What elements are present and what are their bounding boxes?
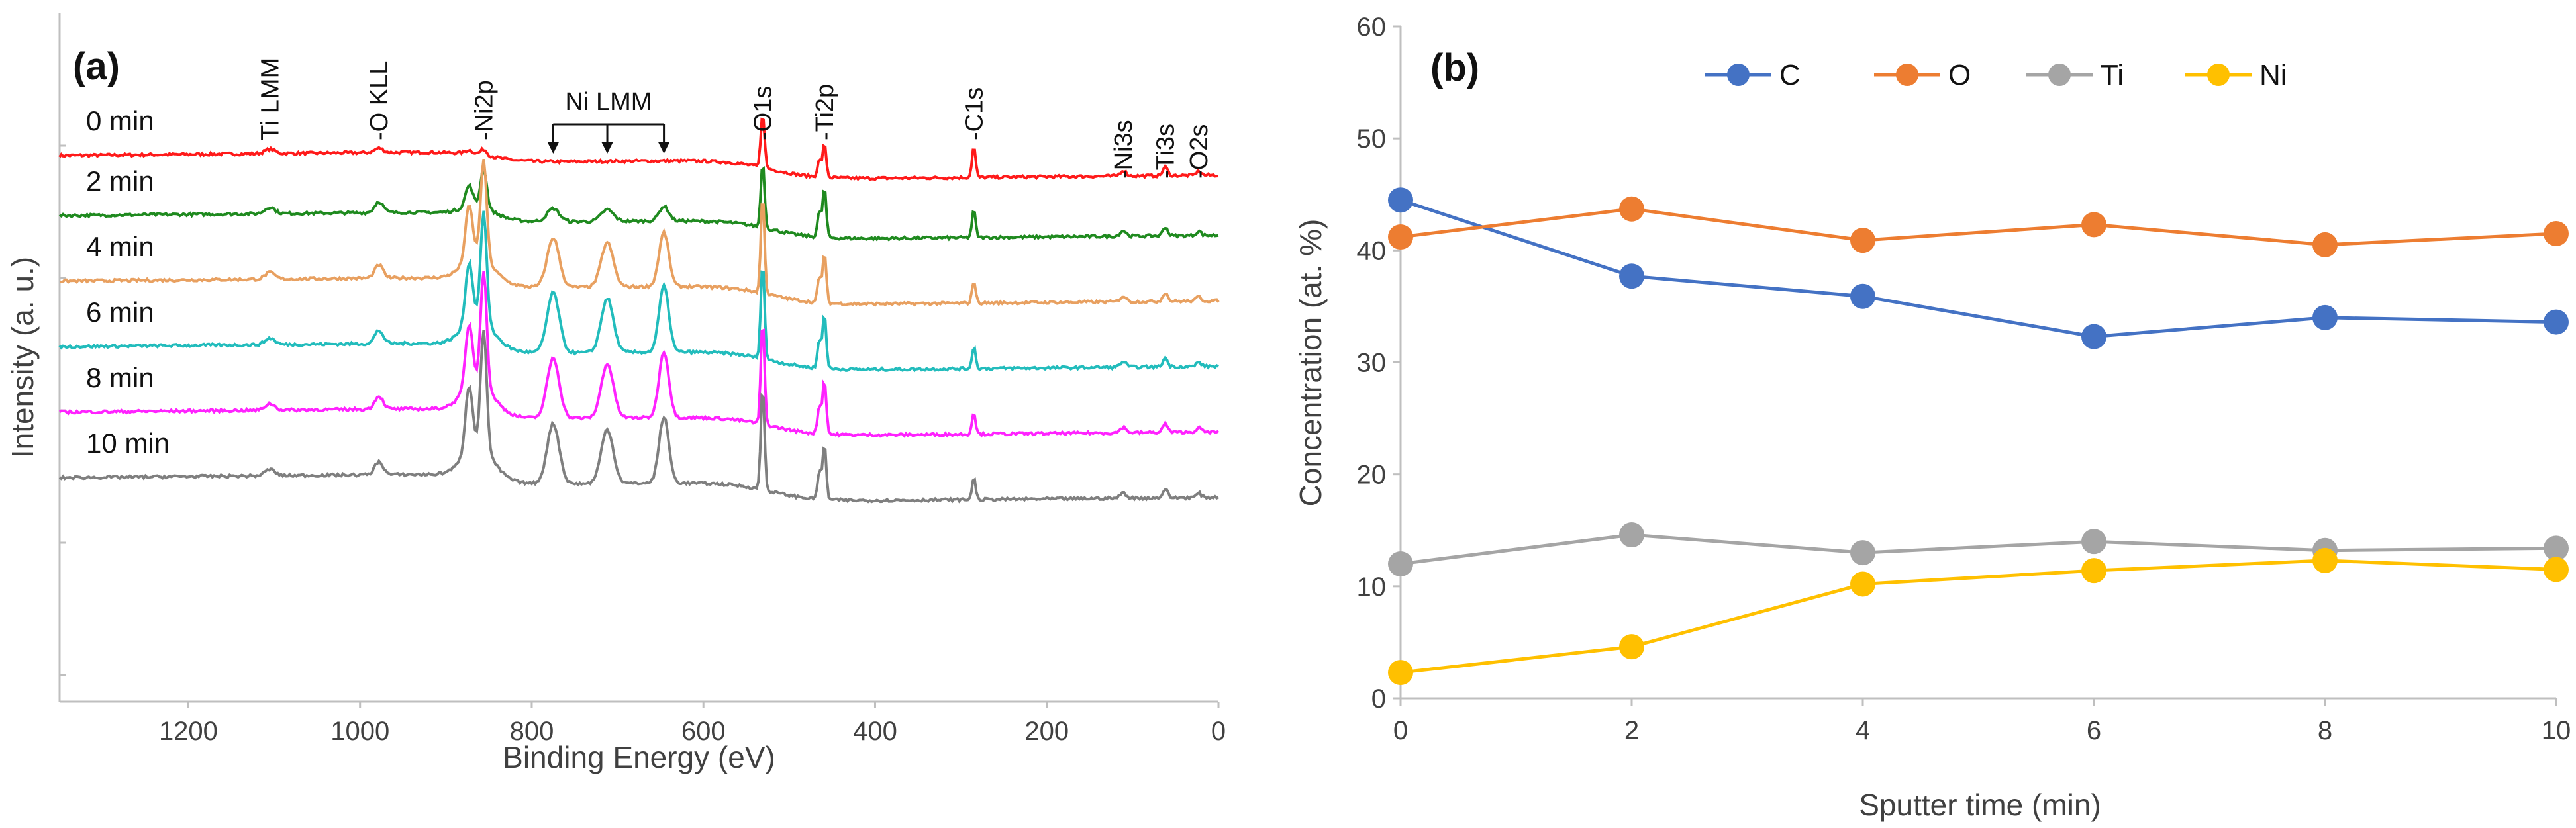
peak-annotation: -Ti3s [1152, 124, 1180, 179]
data-point-ti [2081, 529, 2106, 555]
panel-b-legend: C O Ti Ni [1705, 59, 2287, 91]
panel-a-x-tick-label: 1200 [159, 717, 218, 746]
panel-a-peak-annotations: Ti LMM -O KLL -Ni2p -O1s -Ti2p -C1s -Ni3s -Ti3s… [257, 58, 1214, 179]
panel-a-x-tick-label: 400 [853, 717, 897, 746]
peak-annotation: -O1s [750, 86, 777, 140]
data-point-ti [1619, 522, 1644, 548]
ni-lmm-arrow-head [601, 142, 614, 154]
panel-b-x-tick-label: 10 [2542, 716, 2571, 745]
data-point-o [2312, 232, 2338, 257]
xps-trace [58, 165, 1219, 242]
data-point-o [2544, 220, 2569, 246]
legend-label-ni: Ni [2259, 59, 2287, 91]
ni-lmm-label: Ni LMM [566, 88, 652, 116]
panel-a-x-tick-label: 200 [1024, 717, 1069, 746]
panel-b-x-tick-label: 8 [2318, 716, 2332, 745]
peak-annotation: -C1s [961, 87, 989, 140]
panel-b-x-tick-label: 4 [1856, 716, 1870, 745]
data-point-c [2544, 309, 2569, 335]
legend-label-ti: Ti [2101, 59, 2124, 91]
ni-lmm-arrow-head [547, 142, 560, 154]
legend-marker-c [1727, 64, 1750, 86]
trace-label: 0 min [86, 105, 154, 136]
trace-label: 10 min [86, 428, 170, 459]
data-point-c [1619, 263, 1644, 289]
peak-annotation: -Ni2p [470, 80, 498, 140]
data-point-ni [1619, 634, 1644, 660]
peak-annotation: -Ti2p [811, 84, 839, 140]
panel-a-label: (a) [73, 45, 120, 88]
panel-b-y-tick-label: 40 [1357, 236, 1387, 265]
panel-a-x-ticks: 1200 1000 800 600 400 200 0 [159, 702, 1226, 746]
panel-b-label: (b) [1430, 46, 1479, 89]
legend-marker-ti [2048, 64, 2071, 86]
xps-trace [58, 117, 1219, 181]
trace-label: 8 min [86, 362, 154, 393]
ni-lmm-arrow-head [658, 142, 670, 154]
data-point-ti [1388, 551, 1413, 576]
data-point-ni [2081, 558, 2106, 584]
series-line-o [1400, 207, 2557, 247]
panel-b-y-tick-label: 10 [1357, 573, 1387, 602]
trace-label: 6 min [86, 297, 154, 328]
peak-annotation: Ti LMM [257, 58, 285, 140]
xps-trace [58, 271, 1220, 438]
data-point-c [2081, 324, 2106, 349]
panel-b-x-ticks: 0 2 4 6 8 10 [1393, 698, 2571, 745]
data-point-ni [2544, 557, 2569, 582]
data-point-o [1388, 224, 1413, 250]
series-line-c [1400, 198, 2557, 339]
series-line-ti [1400, 533, 2557, 566]
data-point-o [1850, 228, 1875, 253]
panel-b-y-axis-title: Concentration (at. %) [1293, 219, 1328, 507]
panel-b-y-tick-label: 60 [1357, 13, 1387, 42]
data-point-c [1388, 187, 1413, 213]
panel-b-y-tick-label: 30 [1357, 349, 1387, 378]
panel-a-x-tick-label: 1000 [330, 717, 389, 746]
panel-a-x-axis-title: Binding Energy (eV) [503, 740, 775, 774]
panel-b-y-tick-label: 50 [1357, 124, 1387, 154]
xps-trace [58, 330, 1219, 504]
legend-label-o: O [1948, 59, 1971, 91]
panel-a-x-tick-label: 800 [510, 717, 554, 746]
legend-label-c: C [1779, 59, 1801, 91]
data-point-ni [1850, 571, 1875, 597]
panel-a-trace-labels: 0 min 2 min 4 min 6 min 8 min 10 min [86, 105, 170, 459]
panel-b-y-tick-label: 20 [1357, 461, 1387, 490]
panel-b-series [1388, 187, 2569, 686]
peak-annotation: -Ni3s [1110, 120, 1138, 179]
panel-b-x-axis-title: Sputter time (min) [1859, 788, 2101, 822]
panel-b-x-tick-label: 6 [2087, 716, 2101, 745]
panel-b-y-ticks: 0 10 20 30 40 50 60 [1357, 13, 1401, 713]
panel-a-y-axis-title: Intensity (a. u.) [5, 257, 40, 458]
peak-annotation: -O2s [1185, 124, 1213, 179]
data-point-ni [2312, 547, 2338, 573]
xps-trace [59, 158, 1220, 307]
panel-b-x-tick-label: 2 [1624, 716, 1639, 745]
data-point-c [1850, 283, 1875, 309]
data-point-o [2081, 212, 2106, 238]
panel-b-y-tick-label: 0 [1371, 684, 1386, 713]
legend-marker-ni [2207, 64, 2230, 86]
panel-a-traces [58, 117, 1220, 504]
panel-a-x-tick-label: 600 [681, 717, 726, 746]
trace-label: 2 min [86, 165, 154, 197]
series-line-ni [1400, 559, 2557, 674]
peak-annotation: -O KLL [366, 61, 393, 140]
data-point-ni [1388, 660, 1413, 686]
data-point-o [1619, 196, 1644, 222]
trace-label: 4 min [86, 231, 154, 262]
data-point-c [2312, 304, 2338, 330]
xps-survey-panel: 1200 1000 800 600 400 200 0 0 min 2 min 4 min 6 m… [5, 13, 1226, 774]
legend-marker-o [1896, 64, 1918, 86]
panel-b-x-tick-label: 0 [1393, 716, 1408, 745]
concentration-panel: 0 10 20 30 40 50 60 0 2 4 6 8 10 C O Ti Ni (b) Sputter… [1293, 13, 2571, 822]
xps-trace [58, 210, 1219, 373]
data-point-ti [2544, 535, 2569, 561]
data-point-ti [1850, 540, 1875, 566]
panel-a-x-tick-label: 0 [1211, 717, 1226, 746]
